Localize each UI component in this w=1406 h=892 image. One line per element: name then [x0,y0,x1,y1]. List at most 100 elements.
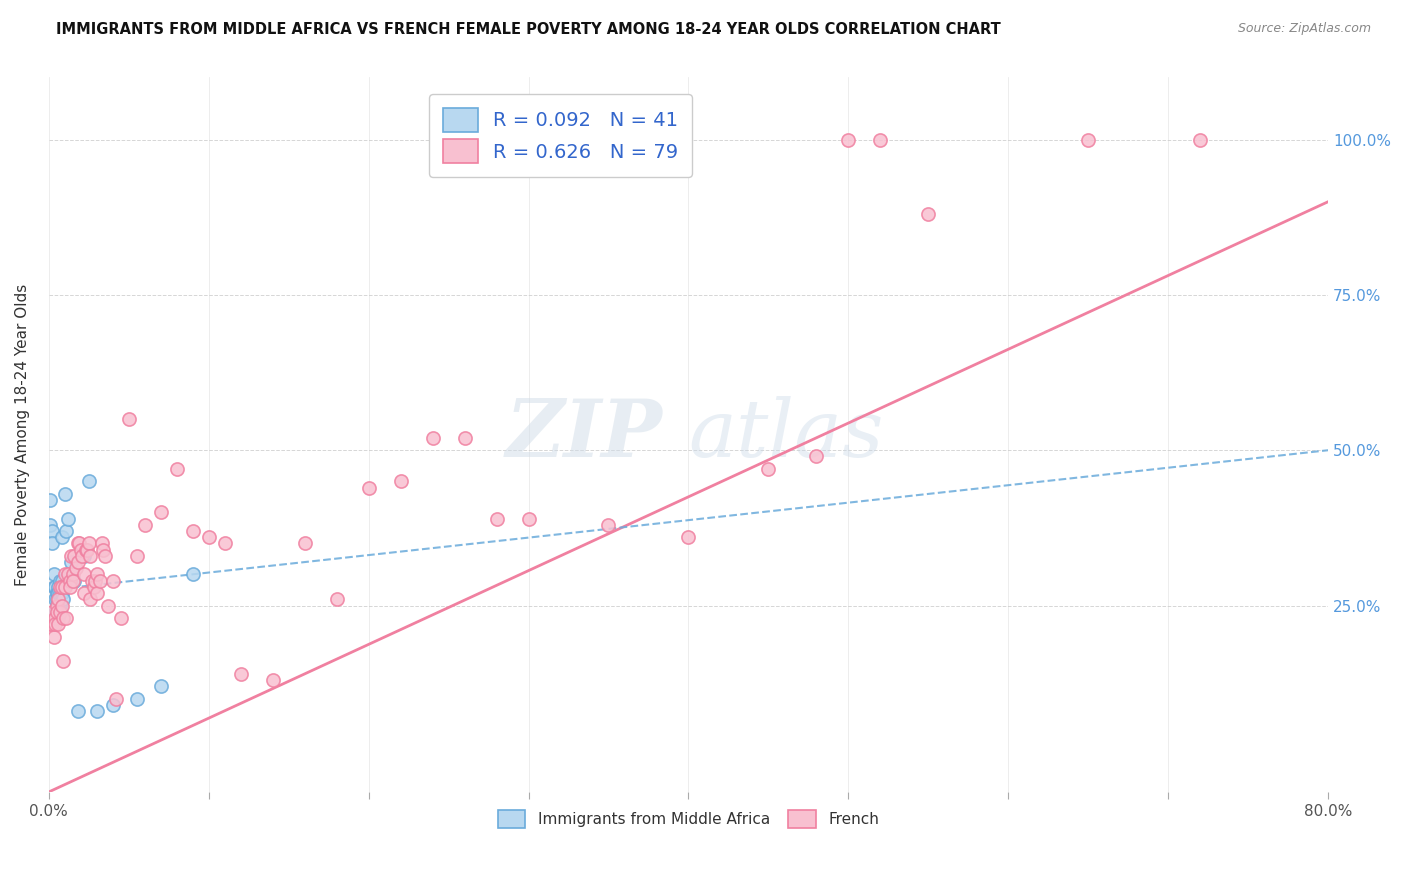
Text: IMMIGRANTS FROM MIDDLE AFRICA VS FRENCH FEMALE POVERTY AMONG 18-24 YEAR OLDS COR: IMMIGRANTS FROM MIDDLE AFRICA VS FRENCH … [56,22,1001,37]
Point [39,617,62,632]
Point [41,524,63,538]
Point [89,574,111,588]
Point [53,487,76,501]
Point [134,517,156,532]
Point [110,611,132,625]
Point [46,617,69,632]
Point [41,605,63,619]
Point [44,605,66,619]
Point [51,530,73,544]
Point [49,599,72,613]
Point [49,574,72,588]
Point [55,611,77,625]
Point [75,542,97,557]
Point [45,599,67,613]
Point [45,592,67,607]
Point [46,580,69,594]
Point [49,580,72,594]
Point [65,561,87,575]
Point [917,207,939,221]
Point [45,605,67,619]
Point [678,530,700,544]
Point [86,567,108,582]
Point [181,524,204,538]
Point [41,617,63,632]
Point [69,542,91,557]
Point [104,691,127,706]
Point [53,567,76,582]
Point [77,475,100,489]
Point [42,630,65,644]
Point [66,536,89,550]
Point [46,592,69,607]
Point [73,549,96,563]
Point [46,611,69,625]
Point [52,655,75,669]
Point [39,517,62,532]
Point [63,549,86,563]
Point [758,462,780,476]
Point [598,517,620,532]
Point [453,431,475,445]
Point [181,567,204,582]
Point [77,536,100,550]
Point [69,549,91,563]
Point [67,536,90,550]
Point [51,586,73,600]
Point [93,549,115,563]
Text: atlas: atlas [689,396,884,474]
Point [1077,132,1099,146]
Point [149,679,172,693]
Point [90,536,112,550]
Point [51,580,73,594]
Point [76,542,98,557]
Point [52,592,75,607]
Point [58,567,80,582]
Point [97,599,120,613]
Point [49,605,72,619]
Point [60,549,83,563]
Point [56,567,79,582]
Point [357,481,380,495]
Point [84,574,107,588]
Point [46,599,69,613]
Point [197,530,219,544]
Point [39,492,62,507]
Point [44,592,66,607]
Point [49,586,72,600]
Legend: Immigrants from Middle Africa, French: Immigrants from Middle Africa, French [492,804,884,834]
Point [101,574,124,588]
Point [58,574,80,588]
Point [66,704,89,718]
Point [83,580,105,594]
Point [58,580,80,594]
Point [325,592,347,607]
Point [149,505,172,519]
Point [73,586,96,600]
Point [389,475,412,489]
Point [214,536,236,550]
Point [294,536,316,550]
Point [485,511,508,525]
Point [42,567,65,582]
Point [79,592,101,607]
Point [806,450,828,464]
Point [118,412,141,426]
Point [62,574,84,588]
Point [55,524,77,538]
Point [73,567,96,582]
Point [44,611,66,625]
Point [79,549,101,563]
Point [63,574,86,588]
Point [52,611,75,625]
Y-axis label: Female Poverty Among 18-24 Year Olds: Female Poverty Among 18-24 Year Olds [15,284,30,586]
Point [45,599,67,613]
Point [56,511,79,525]
Text: Source: ZipAtlas.com: Source: ZipAtlas.com [1237,22,1371,36]
Point [52,580,75,594]
Point [45,586,67,600]
Point [72,549,94,563]
Point [44,617,66,632]
Point [837,132,859,146]
Point [1189,132,1212,146]
